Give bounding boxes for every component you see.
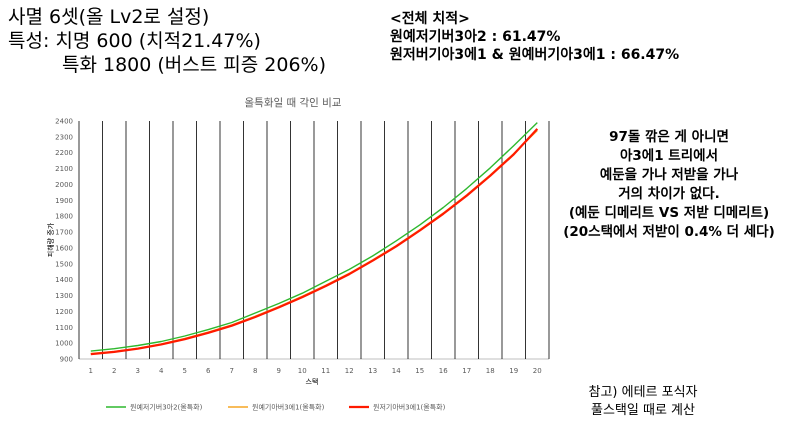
x-tick-labels: 1 2 3 4 5 6 7 8 9 10 11 12 13 14 15 16 17 18 19 20: [89, 367, 542, 375]
series-line-3: [90, 128, 539, 356]
y-tick-labels: 900 1000 1100 1200 1300 1400 1500 1600 1700 1800 1…: [55, 118, 73, 364]
y-tick-label: 1100: [55, 324, 73, 332]
header-line-2: 특성: 치명 600 (치적21.47%): [8, 30, 261, 52]
x-axis-label: 스택: [306, 377, 319, 386]
x-tick-label: 10: [298, 367, 307, 375]
y-tick-label: 1400: [55, 276, 73, 284]
x-tick-label: 6: [206, 367, 211, 375]
x-tick-label: 8: [253, 367, 257, 375]
footnote-line-1: 참고) 에테르 포식자: [588, 385, 698, 400]
y-tick-label: 2100: [55, 165, 73, 173]
series-line-1: [90, 122, 538, 352]
y-tick-label: 2000: [55, 181, 73, 189]
header-line-1: 사멸 6셋(올 Lv2로 설정): [8, 6, 210, 28]
x-tick-label: 2: [112, 367, 116, 375]
y-tick-label: 2200: [55, 149, 73, 157]
x-tick-label: 18: [486, 367, 495, 375]
x-tick-label: 15: [415, 367, 424, 375]
crit-title: <전체 치적>: [390, 11, 470, 27]
y-tick-label: 1200: [55, 308, 73, 316]
y-tick-label: 1900: [55, 197, 73, 205]
header-line-3: 특화 1800 (버스트 피증 206%): [62, 54, 327, 76]
chart-title: 올특화일 때 각인 비교: [245, 96, 342, 109]
y-tick-label: 2300: [55, 133, 73, 141]
crit-row-1: 원예저기버3아2 : 61.47%: [390, 29, 561, 45]
x-tick-label: 11: [321, 367, 330, 375]
legend-label-2: 원예기아버3에1(올특화): [252, 403, 325, 412]
y-tick-label: 1600: [55, 244, 73, 252]
note-line-6: (20스택에서 저받이 0.4% 더 세다): [563, 224, 775, 240]
y-tick-label: 1000: [55, 340, 73, 348]
x-tick-label: 1: [89, 367, 93, 375]
x-tick-label: 5: [183, 367, 187, 375]
footnote: 참고) 에테르 포식자 풀스택일 때로 계산: [548, 384, 738, 420]
footnote-line-2: 풀스택일 때로 계산: [591, 403, 695, 418]
grid-layer: [78, 121, 550, 360]
comparison-note: 97돌 깎은 게 아니면 아3에1 트리에서 예둔을 가나 저받을 가나 거의 …: [548, 128, 790, 242]
note-line-4: 거의 차이가 없다.: [618, 186, 720, 202]
note-line-1: 97돌 깎은 게 아니면: [609, 129, 729, 145]
x-tick-label: 19: [509, 367, 518, 375]
x-tick-label: 14: [392, 367, 401, 375]
y-tick-label: 900: [60, 356, 73, 364]
x-tick-label: 3: [136, 367, 140, 375]
legend-label-3: 원저기아버3에1(올특화): [373, 403, 446, 412]
note-line-5: (예둔 디메리트 VS 저받 디메리트): [568, 205, 770, 221]
x-tick-label: 17: [462, 367, 471, 375]
x-tick-label: 16: [439, 367, 448, 375]
y-tick-label: 1300: [55, 292, 73, 300]
y-tick-label: 1700: [55, 229, 73, 237]
legend-label-1: 원예저기버3아2(올특화): [130, 403, 203, 412]
x-tick-label: 12: [345, 367, 354, 375]
note-line-2: 아3에1 트리에서: [619, 148, 718, 164]
y-tick-label: 1500: [55, 260, 73, 268]
series-layer: [90, 122, 539, 356]
crit-row-2: 원저버기아3에1 & 원예버기아3에1 : 66.47%: [390, 47, 680, 63]
x-tick-label: 20: [533, 367, 542, 375]
chart-legend: 원예저기버3아2(올특화) 원예기아버3에1(올특화) 원저기아버3에1(올특화): [106, 403, 446, 412]
y-tick-label: 2400: [55, 118, 73, 126]
note-line-3: 예둔을 가나 저받을 가나: [599, 167, 739, 183]
y-axis-label: 피해량 증가: [46, 222, 55, 257]
x-tick-label: 7: [230, 367, 234, 375]
x-tick-label: 4: [159, 367, 164, 375]
x-tick-label: 9: [277, 367, 281, 375]
y-tick-label: 1800: [55, 213, 73, 221]
x-tick-label: 13: [368, 367, 377, 375]
